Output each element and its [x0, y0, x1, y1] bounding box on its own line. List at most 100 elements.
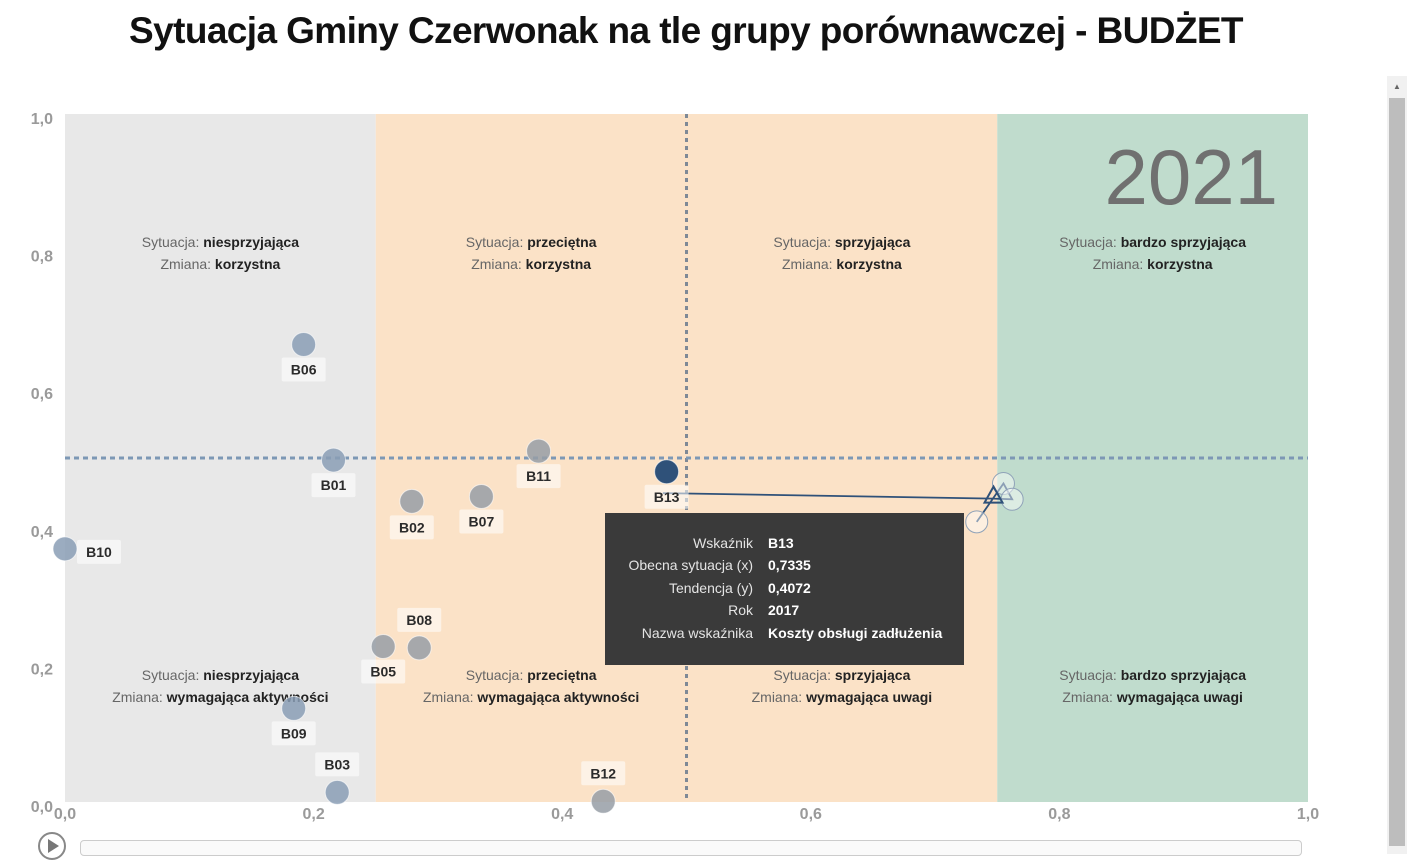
tooltip-key: Wskaźnik [693, 535, 753, 551]
y-tick-label: 0,0 [31, 799, 53, 816]
trail-arrow-icon [982, 484, 1005, 504]
scroll-up-arrow-icon[interactable]: ▲ [1393, 82, 1401, 91]
data-point[interactable] [370, 634, 396, 660]
x-tick-label: 0,0 [54, 806, 76, 823]
point-label: B02 [399, 519, 425, 535]
tooltip-key: Tendencja (y) [668, 579, 753, 596]
tooltip: Wskaźnik B13 Obecna sytuacja (x) 0,7335 Tend… [605, 513, 964, 665]
region-change: Zmiana: korzystna [471, 256, 591, 272]
data-point[interactable] [468, 484, 494, 510]
point-label-bg [389, 515, 434, 540]
point-b05[interactable]: B05 [361, 634, 406, 684]
trail-line [662, 481, 1014, 523]
year-label: 2021 [1104, 133, 1278, 221]
data-point[interactable] [320, 447, 346, 473]
point-label-bg [311, 473, 356, 498]
point-label: B12 [590, 765, 616, 781]
vertical-scrollbar[interactable]: ▲ [1387, 76, 1407, 854]
trail-point[interactable] [965, 510, 989, 534]
tooltip-value: 2017 [768, 602, 800, 619]
point-label-bg [315, 752, 360, 777]
region-change: Zmiana: wymagająca uwagi [1062, 689, 1243, 705]
tooltip-value: 0,7335 [768, 557, 811, 574]
scatter-chart: 2021 Sytuacja: niesprzyjająca Zmiana: kor… [31, 111, 1319, 823]
region-change: Zmiana: wymagająca aktywności [423, 689, 639, 705]
data-point[interactable] [406, 635, 432, 661]
tooltip-row: Nazwa wskaźnika Koszty obsługi zadłużenia [605, 625, 964, 647]
point-label-bg [516, 464, 561, 489]
tooltip-key: Nazwa wskaźnika [641, 624, 753, 641]
tooltip-key: Rok [728, 602, 753, 619]
point-b07[interactable]: B07 [459, 484, 504, 534]
y-tick-label: 0,4 [31, 524, 53, 541]
point-b13[interactable]: B13 [644, 459, 689, 509]
data-point[interactable] [291, 331, 317, 357]
data-point[interactable] [654, 459, 680, 485]
tooltip-value: Koszty obsługi zadłużenia [768, 624, 943, 641]
region-change: Zmiana: korzystna [782, 256, 902, 272]
point-label: B01 [321, 477, 347, 493]
point-b08[interactable]: B08 [397, 607, 442, 661]
tooltip-row: Tendencja (y) 0,4072 [605, 580, 964, 602]
data-point[interactable] [324, 779, 350, 805]
point-label-bg [361, 659, 406, 684]
play-icon [48, 839, 59, 853]
y-tick-label: 0,2 [31, 661, 53, 678]
point-b10[interactable]: B10 [52, 536, 121, 564]
point-label-bg [271, 721, 316, 746]
data-point[interactable] [281, 695, 307, 721]
data-point[interactable] [399, 488, 425, 514]
region-change: Zmiana: wymagająca uwagi [752, 689, 933, 705]
point-label: B13 [654, 489, 680, 505]
region-situation: Sytuacja: sprzyjająca [773, 234, 910, 250]
point-b12[interactable]: B12 [581, 761, 626, 814]
region-situation: Sytuacja: niesprzyjająca [142, 667, 299, 683]
tooltip-value: B13 [768, 535, 794, 551]
tooltip-key: Obecna sytuacja (x) [628, 557, 754, 574]
point-label-bg [77, 539, 121, 564]
point-b06[interactable]: B06 [281, 331, 326, 382]
data-point[interactable] [526, 438, 552, 464]
point-label-bg [644, 484, 689, 509]
x-tick-label: 0,6 [800, 806, 822, 823]
x-tick-label: 0,4 [551, 806, 573, 823]
tooltip-row: Rok 2017 [605, 602, 964, 624]
region-situation: Sytuacja: bardzo sprzyjająca [1059, 667, 1246, 683]
point-label-bg [281, 357, 326, 382]
point-label-bg [459, 509, 504, 534]
point-b02[interactable]: B02 [389, 488, 434, 540]
point-b01[interactable]: B01 [311, 447, 356, 498]
x-tick-label: 0,2 [302, 806, 324, 823]
region-situation: Sytuacja: przeciętna [466, 667, 597, 683]
point-label: B03 [324, 756, 350, 772]
region-situation: Sytuacja: sprzyjająca [773, 667, 910, 683]
play-button[interactable] [38, 832, 66, 860]
tooltip-row: Obecna sytuacja (x) 0,7335 [605, 557, 964, 579]
point-label: B10 [86, 544, 112, 560]
scrollbar-thumb[interactable] [1389, 98, 1405, 846]
point-b09[interactable]: B09 [271, 695, 316, 746]
tooltip-row: Wskaźnik B13 [605, 535, 964, 557]
region-change: Zmiana: korzystna [160, 256, 280, 272]
region-situation: Sytuacja: bardzo sprzyjająca [1059, 234, 1246, 250]
data-point[interactable] [52, 536, 78, 562]
point-label: B11 [526, 468, 551, 484]
page-title: Sytuacja Gminy Czerwonak na tle grupy po… [129, 10, 1243, 51]
region-situation: Sytuacja: przeciętna [466, 234, 597, 250]
data-point[interactable] [590, 788, 616, 814]
point-label: B09 [281, 725, 307, 741]
region-situation: Sytuacja: niesprzyjająca [142, 234, 299, 250]
y-tick-label: 0,6 [31, 386, 53, 403]
point-label: B05 [370, 664, 396, 680]
y-tick-label: 0,8 [31, 249, 53, 266]
point-label: B08 [406, 612, 432, 628]
point-b03[interactable]: B03 [315, 752, 360, 805]
point-label-bg [581, 761, 626, 786]
x-tick-label: 1,0 [1297, 806, 1319, 823]
point-b11[interactable]: B11 [516, 438, 561, 489]
y-tick-label: 1,0 [31, 111, 53, 128]
trail-point[interactable] [1000, 487, 1024, 511]
x-tick-label: 0,8 [1048, 806, 1070, 823]
point-label-bg [397, 607, 442, 632]
region-change: Zmiana: korzystna [1093, 256, 1213, 272]
